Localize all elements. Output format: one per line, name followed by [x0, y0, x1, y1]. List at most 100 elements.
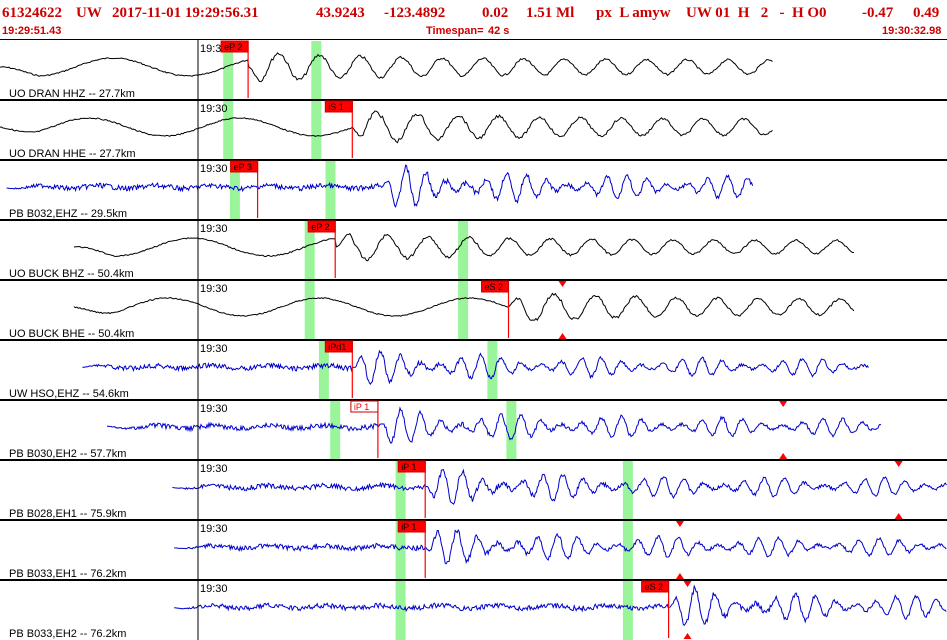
pick-window-band — [506, 401, 517, 460]
pick-window-band — [458, 281, 469, 340]
time-window-line: 19:29:51.43 Timespan= 42 s 19:30:32.98 — [0, 23, 947, 40]
event-depth: 0.02 — [482, 5, 509, 21]
time-tick-label: 19:30 — [200, 403, 228, 415]
window-start-time: 19:29:51.43 — [2, 25, 62, 37]
triangle-down-icon — [683, 581, 692, 587]
time-tick-label: 19:30 — [200, 223, 228, 235]
time-tick-label: 19:30 — [200, 103, 228, 115]
pick-window-band — [622, 581, 633, 640]
pick-window-band — [318, 341, 329, 400]
time-tick-label: 19:30 — [200, 283, 228, 295]
triangle-up-icon — [558, 333, 567, 339]
pick-flag[interactable] — [641, 580, 670, 593]
event-latitude: 43.9243 — [316, 5, 365, 21]
pick-flag[interactable] — [350, 400, 379, 413]
waveform-trace — [73, 233, 854, 262]
station-label: PB B030,EH2 -- 57.7km — [9, 448, 126, 460]
waveform-trace — [6, 164, 754, 208]
event-network: UW — [76, 5, 102, 21]
triangle-down-icon — [675, 521, 684, 527]
trace-panel[interactable]: 19:30 iPd1 UW HSO,EHZ -- 54.6km — [0, 340, 947, 401]
waveform-trace — [82, 349, 869, 385]
pick-label: iP 1 — [401, 522, 416, 532]
event-header: 61324622 UW 2017-11-01 19:29:56.31 43.92… — [0, 0, 947, 40]
station-label: PB B032,EHZ -- 29.5km — [9, 208, 127, 220]
pick-window-band — [395, 581, 406, 640]
pick-window-band — [395, 521, 406, 580]
pick-window-band — [622, 461, 633, 520]
station-label: PB B033,EH2 -- 76.2km — [9, 628, 126, 640]
waveform-trace — [0, 52, 773, 83]
pick-window-band — [223, 101, 234, 160]
station-label: UO BUCK BHZ -- 50.4km — [9, 268, 134, 280]
station-label: UW HSO,EHZ -- 54.6km — [9, 388, 129, 400]
triangle-down-icon — [779, 401, 788, 407]
pick-label: eP 2 — [311, 222, 329, 232]
station-label: UO DRAN HHZ -- 27.7km — [9, 88, 135, 100]
pick-label: iS 1 — [328, 102, 344, 112]
pick-window-band — [325, 161, 336, 220]
triangle-up-icon — [779, 453, 788, 459]
pick-window-band — [311, 41, 322, 100]
pick-flag[interactable] — [324, 340, 353, 353]
waveform-trace — [174, 528, 947, 565]
pick-flag[interactable] — [397, 460, 426, 473]
pick-window-band — [395, 461, 406, 520]
triangle-down-icon — [558, 281, 567, 287]
pick-window-band — [458, 221, 469, 280]
trace-panel[interactable]: 19:30 iP 1 PB B033,EH1 -- 76.2km — [0, 520, 947, 581]
waveform-trace — [174, 584, 947, 627]
pick-flag[interactable] — [230, 160, 259, 173]
value-b: 0.49 — [913, 5, 940, 21]
pick-window-band — [487, 341, 498, 400]
event-flags: px L amyw — [596, 5, 671, 21]
event-source: UW 01 H 2 - H O0 — [686, 5, 827, 21]
pick-flag[interactable] — [481, 280, 509, 293]
trace-panel[interactable]: 19:30 iP 1 PB B030,EH2 -- 57.7km — [0, 400, 947, 461]
pick-label: iP 1 — [354, 402, 369, 412]
waveform-trace — [106, 406, 882, 444]
timespan-value: 42 s — [488, 25, 510, 37]
time-tick-label: 19:30 — [200, 463, 228, 475]
station-label: PB B028,EH1 -- 75.9km — [9, 508, 126, 520]
triangle-up-icon — [683, 633, 692, 639]
pick-label: iPd1 — [328, 342, 346, 352]
time-tick-label: 19:30 — [200, 523, 228, 535]
trace-panel[interactable]: 19:30 eP 3 PB B032,EHZ -- 29.5km — [0, 160, 947, 221]
pick-label: eP 2 — [224, 42, 242, 52]
trace-panel[interactable]: 19:30 eS 2 UO BUCK BHE -- 50.4km — [0, 280, 947, 341]
window-end-time: 19:30:32.98 — [882, 25, 942, 37]
time-tick-label: 19:30 — [200, 583, 228, 595]
pick-window-band — [304, 221, 315, 280]
trace-panel[interactable]: 19:30 eS 2 PB B033,EH2 -- 76.2km — [9, 580, 947, 640]
value-a: -0.47 — [862, 5, 894, 21]
pick-flag[interactable] — [397, 520, 426, 533]
pick-label: eS 2 — [645, 582, 664, 592]
pick-flag[interactable] — [307, 220, 336, 233]
event-datetime: 2017-11-01 19:29:56.31 — [112, 5, 259, 21]
event-magnitude: 1.51 Ml — [526, 5, 575, 21]
triangle-up-icon — [894, 513, 903, 519]
pick-window-band — [311, 101, 322, 160]
pick-flag[interactable] — [324, 100, 353, 113]
event-id: 61324622 — [2, 5, 62, 21]
pick-label: eS 2 — [485, 282, 504, 292]
pick-label: iP 1 — [401, 462, 416, 472]
waveform-trace — [73, 292, 855, 321]
time-tick-label: 19:30 — [200, 163, 228, 175]
trace-panel[interactable]: 19:30 eP 2 UO BUCK BHZ -- 50.4km — [0, 220, 947, 281]
station-label: PB B033,EH1 -- 76.2km — [9, 568, 126, 580]
triangle-up-icon — [675, 573, 684, 579]
waveform-trace — [0, 110, 773, 144]
trace-panel[interactable]: 19:30 iP 1 PB B028,EH1 -- 75.9km — [0, 460, 947, 521]
station-label: UO DRAN HHE -- 27.7km — [9, 148, 136, 160]
trace-panel[interactable]: 19:30 iS 1 UO DRAN HHE -- 27.7km — [0, 100, 947, 161]
waveform-trace — [172, 468, 947, 505]
time-tick-label: 19:30 — [200, 343, 228, 355]
station-label: UO BUCK BHE -- 50.4km — [9, 328, 134, 340]
pick-label: eP 3 — [234, 162, 252, 172]
pick-window-band — [304, 281, 315, 340]
pick-flag[interactable] — [220, 40, 249, 53]
